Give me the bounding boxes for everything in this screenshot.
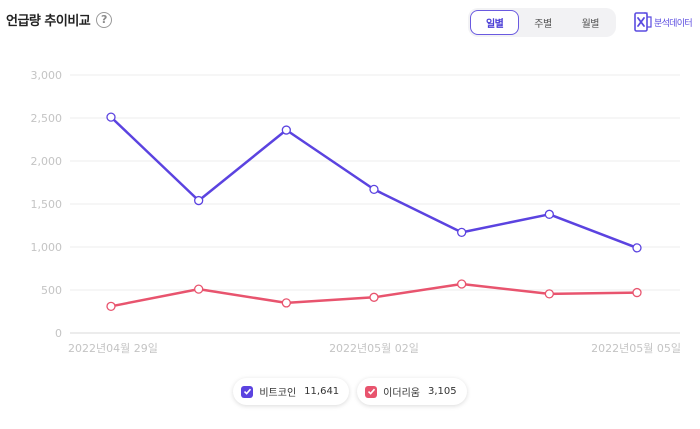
data-point	[106, 301, 116, 311]
x-tick-label: 2022년05월 05일	[591, 341, 681, 355]
export-label: 분석데이터	[654, 18, 693, 29]
tab-weekly[interactable]: 주별	[534, 19, 552, 30]
data-point	[281, 298, 291, 308]
line-chart: 0 500 1,000 1,500 2,000 2,500 3,000 2022년04월 2…	[31, 69, 682, 355]
data-point	[369, 292, 379, 302]
checkbox-icon[interactable]	[241, 385, 254, 398]
excel-icon	[634, 12, 652, 32]
data-point	[369, 184, 379, 195]
data-point	[457, 279, 467, 289]
series-line-0	[110, 116, 638, 250]
tab-daily[interactable]: 일별	[470, 10, 520, 35]
series-points	[106, 112, 642, 311]
checkbox-icon[interactable]	[365, 385, 378, 398]
y-tick-label: 2,500	[31, 112, 63, 125]
y-tick-label: 1,500	[31, 198, 63, 211]
data-point	[632, 243, 642, 253]
help-icon[interactable]: ?	[96, 11, 113, 28]
x-tick-label: 2022년04월 29일	[68, 341, 158, 355]
data-point	[106, 112, 116, 122]
period-toggle: 일별 주별 월별	[468, 8, 616, 37]
data-point	[194, 284, 204, 294]
x-axis-ticks: 2022년04월 29일 2022년05월 02일 2022년05월 05일	[68, 341, 681, 355]
legend-total: 3,105	[427, 386, 457, 397]
grid-lines	[70, 74, 680, 334]
export-data-button[interactable]: 분석데이터	[634, 12, 693, 32]
legend-item-bitcoin[interactable]: 비트코인 11,641	[233, 378, 350, 405]
y-axis-ticks: 0 500 1,000 1,500 2,000 2,500 3,000	[31, 69, 63, 340]
legend-total: 11,641	[304, 386, 340, 397]
legend-label: 비트코인	[259, 388, 297, 399]
y-tick-label: 0	[55, 327, 62, 340]
data-point	[194, 195, 204, 206]
legend-item-ethereum[interactable]: 이더리움 3,105	[357, 378, 467, 405]
tab-monthly[interactable]: 월별	[581, 19, 600, 30]
y-tick-label: 1,000	[31, 241, 63, 254]
y-tick-label: 3,000	[31, 69, 63, 82]
x-tick-label: 2022년05월 02일	[329, 341, 419, 355]
legend: 비트코인 11,641 이더리움 3,105	[0, 378, 700, 405]
series-lines	[110, 116, 638, 308]
chart-title: 언급량 추이비교	[6, 14, 91, 29]
chart-header: 언급량 추이비교 ?	[6, 10, 113, 29]
data-point	[281, 125, 291, 135]
data-point	[544, 209, 554, 219]
legend-label: 이더리움	[383, 388, 420, 399]
data-point	[632, 287, 642, 298]
y-tick-label: 2,000	[31, 155, 63, 168]
data-point	[457, 227, 467, 238]
y-tick-label: 500	[41, 284, 62, 297]
data-point	[544, 289, 554, 299]
